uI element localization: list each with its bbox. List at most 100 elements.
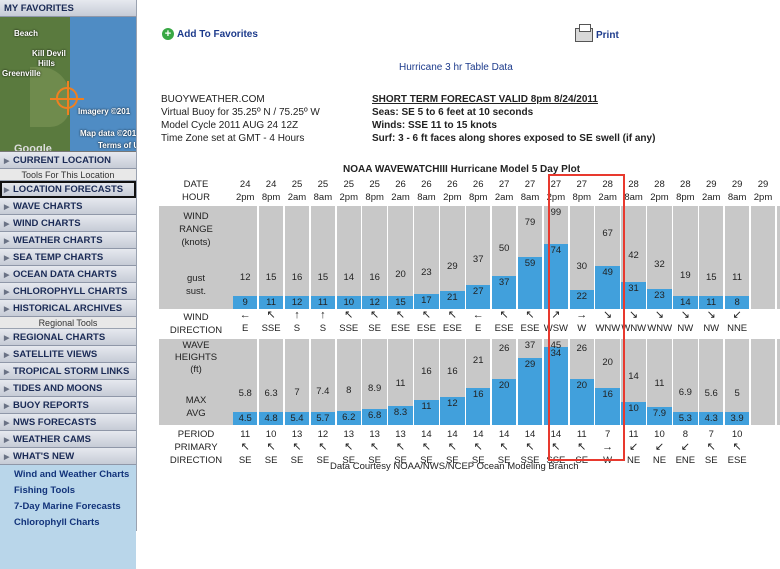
max-value-label: 26 [498,343,510,355]
sidebar-item-satellite-views[interactable]: ▶ SATELLITE VIEWS [0,346,136,363]
avg-bar: 29 [517,358,543,425]
sust-bar: 17 [414,294,439,309]
bar-cell: 16 20 [595,339,620,425]
avg-bar: 5.7 [310,411,336,425]
primary-direction-cell: ↙ NE [621,441,645,469]
forecast-seas: Seas: SE 5 to 6 feet at 10 seconds [372,107,534,118]
sidebar-item-weather-cams[interactable]: ▶ WEATHER CAMS [0,431,136,448]
sust-bar-label: 23 [654,289,665,301]
sust-bar-label: 17 [421,295,432,307]
avg-bar: 8.3 [388,405,413,425]
sust-bar-label: 9 [242,297,248,308]
sust-bar-label: 12 [291,297,303,308]
wind-direction-cell: ↖ ESE [492,309,516,337]
buoy-crosshair-icon [50,81,84,115]
gust-value-label: 32 [654,258,665,270]
period-cell: 7 [708,429,714,440]
map-imagery-credit: Imagery ©201 [78,107,131,116]
gust-value-label: 42 [628,250,639,262]
period-cell: 14 [498,429,510,440]
max-value-label: 16 [421,366,432,378]
primary-direction-cell: ↙ ENE [673,441,697,469]
hurricane-table-link[interactable]: Hurricane 3 hr Table Data [399,62,513,73]
sidebar-item-regional-charts[interactable]: ▶ REGIONAL CHARTS [0,329,136,346]
gust-value-label: 15 [317,272,329,283]
add-favorites-button[interactable]: + Add To Favorites [162,28,258,40]
label-line: (ft) [190,364,202,375]
avg-bar: 20 [569,379,594,425]
wind-arrow-icon: ↖ [421,309,432,321]
date-cell: 27 [498,179,510,190]
location-map[interactable]: Beach Kill Devil Hills Greenville Imager… [0,17,136,152]
primary-direction-label: SE [471,455,485,466]
printer-icon [575,24,593,42]
wind-direction-cell: ↑ S [285,309,309,337]
avg-bar-label: 5.7 [316,412,330,424]
triangle-right-icon: ▶ [4,255,10,262]
gust-value-label: 37 [472,254,484,266]
gust-value-label: 23 [421,266,432,278]
sidebar-item-what-s-new[interactable]: ▶ WHAT'S NEW [0,448,136,465]
wind-direction-label: E [242,323,249,334]
sidebar-link[interactable]: Chlorophyll Charts [14,517,100,528]
sidebar-link[interactable]: Fishing Tools [14,485,76,496]
max-value-label: 7 [294,386,300,398]
sidebar-item-wave-charts[interactable]: ▶ WAVE CHARTS [0,198,136,215]
sidebar-item-tides-and-moons[interactable]: ▶ TIDES AND MOONS [0,380,136,397]
sidebar-item-ocean-data-charts[interactable]: ▶ OCEAN DATA CHARTS [0,266,136,283]
print-button[interactable]: Print [575,24,619,42]
google-logo: Google [14,143,52,152]
avg-bar: 4.5 [233,412,258,425]
sidebar-item-label: WIND CHARTS [13,218,81,229]
gust-value-label: 30 [576,260,588,272]
sidebar-item-wind-charts[interactable]: ▶ WIND CHARTS [0,215,136,232]
period-cell: 13 [369,429,380,440]
map-terms-link[interactable]: Terms of U [98,141,136,150]
bar-cell: 22 30 [569,206,594,309]
gust-value-label: 15 [705,272,717,283]
highlight-box [548,174,625,461]
sidebar-item-weather-charts[interactable]: ▶ WEATHER CHARTS [0,232,136,249]
wind-arrow-icon: ↑ [320,309,326,321]
triangle-right-icon: ▶ [4,437,10,444]
avg-bar-label: 11 [421,400,432,412]
current-location-header[interactable]: ▶ CURRENT LOCATION [0,152,136,169]
primary-direction-label: ESE [727,455,747,466]
sidebar-item-sea-temp-charts[interactable]: ▶ SEA TEMP CHARTS [0,249,136,266]
avg-bar-label: 6.8 [368,410,382,422]
sust-bar-label: 11 [317,297,328,308]
label-line: (knots) [181,237,211,248]
gust-value-label: 16 [369,272,380,283]
wind-direction-cell: ↖ SSE [337,309,361,337]
hour-cell: 2pm [753,192,773,203]
sidebar-item-chlorophyll-charts[interactable]: ▶ CHLOROPHYLL CHARTS [0,283,136,300]
sidebar-item-location-forecasts[interactable]: ▶ LOCATION FORECASTS [0,181,136,198]
sidebar-link[interactable]: 7-Day Marine Forecasts [14,501,121,512]
sidebar-item-nws-forecasts[interactable]: ▶ NWS FORECASTS [0,414,136,431]
gust-value-label: 14 [343,272,355,283]
hour-cell: 8am [313,192,333,203]
wind-direction-label: E [475,323,482,334]
primary-direction-label: NE [626,455,641,466]
sidebar-link[interactable]: Wind and Weather Charts [14,469,130,480]
avg-bar: 16 [595,388,620,425]
sidebar-item-buoy-reports[interactable]: ▶ BUOY REPORTS [0,397,136,414]
triangle-right-icon: ▶ [4,335,10,342]
sidebar: MY FAVORITES Beach Kill Devil Hills Gree… [0,0,137,569]
bar-cell: 74 99 [543,206,569,309]
sidebar-item-historical-archives[interactable]: ▶ HISTORICAL ARCHIVES [0,300,136,317]
map-label: Hills [38,59,55,68]
bar-cell: 4.5 5.8 [233,339,258,425]
period-cell: 11 [576,429,587,440]
primary-direction-cell: ↙ NE [647,441,671,469]
hour-cell: 8pm [365,192,384,203]
sidebar-item-tropical-storm-links[interactable]: ▶ TROPICAL STORM LINKS [0,363,136,380]
primary-direction-cell: ↖ SE [337,441,361,469]
hour-cell: 8pm [572,192,592,203]
primary-arrow-icon: ↖ [732,441,742,453]
hour-cell: 2am [494,192,514,203]
my-favorites-header[interactable]: MY FAVORITES [0,0,136,17]
sidebar-item-label: REGIONAL CHARTS [13,332,106,343]
sidebar-label: CURRENT LOCATION [13,155,111,166]
sust-bar-label: 8 [734,297,740,308]
